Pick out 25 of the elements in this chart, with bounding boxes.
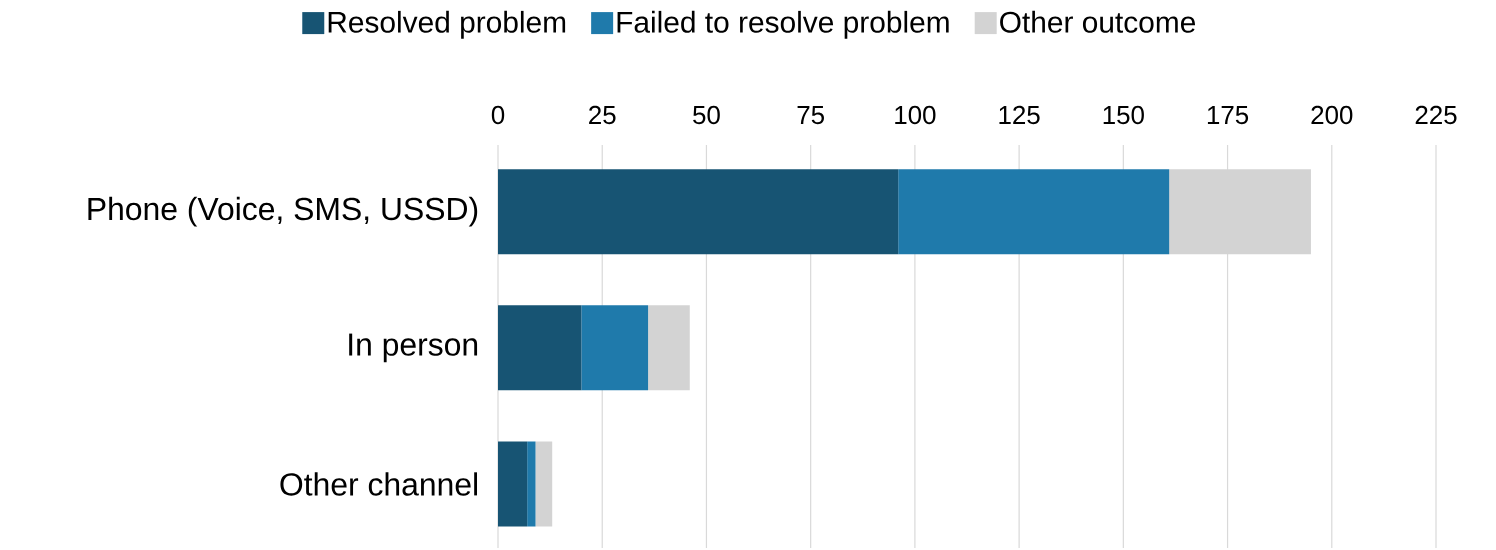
- bar: [535, 441, 553, 527]
- x-tick-label: 200: [1311, 105, 1353, 125]
- bar: [498, 441, 528, 527]
- x-tick-label: 75: [797, 106, 824, 125]
- bar: [898, 169, 1170, 255]
- bar: [581, 305, 649, 391]
- x-tick-label: 125: [999, 105, 1040, 125]
- bar: [648, 305, 690, 391]
- x-tick-label: 50: [693, 105, 720, 125]
- y-tick-label: In person: [349, 333, 478, 363]
- x-tick-label: 150: [1103, 105, 1144, 125]
- y-tick-label: Other channel: [280, 472, 477, 496]
- x-tick-label: 0: [491, 105, 505, 125]
- x-tick-label: 25: [589, 105, 616, 125]
- x-tick-label: 175: [1207, 106, 1249, 125]
- y-tick-label: Phone (Voice, SMS, USSD): [88, 196, 478, 227]
- bar: [1169, 169, 1311, 255]
- bar: [498, 169, 899, 255]
- legend-label: Other outcome: [1000, 10, 1196, 33]
- legend-label: Resolved problem: [328, 10, 566, 39]
- x-tick-label: 100: [895, 105, 936, 125]
- bar: [498, 305, 582, 391]
- bar: [527, 441, 536, 527]
- legend-label: Failed to resolve problem: [617, 10, 949, 39]
- x-tick-label: 225: [1415, 105, 1457, 125]
